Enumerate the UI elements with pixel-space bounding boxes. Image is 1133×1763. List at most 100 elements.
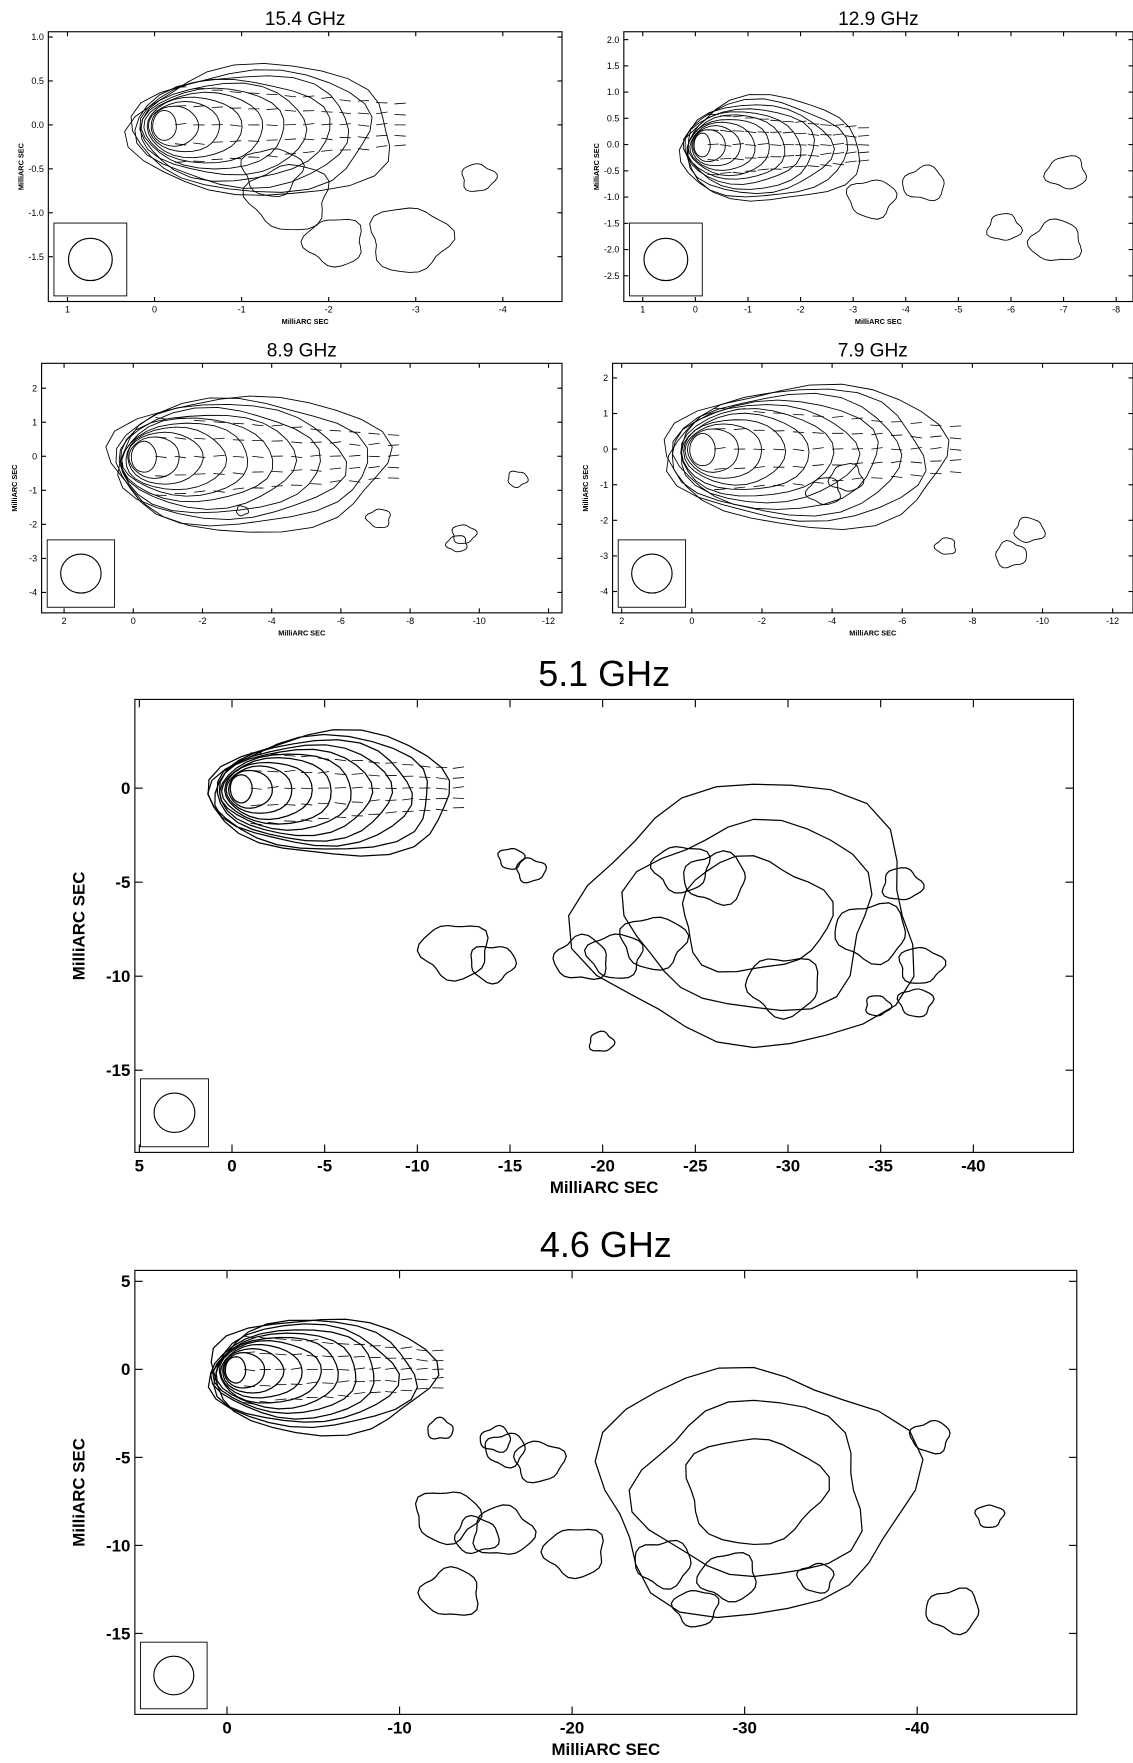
pol-tick (368, 774, 380, 777)
pol-tick (792, 466, 805, 468)
y-tick-label: -15 (106, 1061, 130, 1080)
pol-tick (232, 455, 245, 458)
pol-tick (243, 1402, 256, 1405)
x-tick-label: 2 (62, 616, 67, 626)
contours (105, 395, 529, 553)
contour (908, 1419, 951, 1455)
contour (134, 75, 350, 189)
pol-tick (290, 1339, 303, 1342)
x-tick-label: -20 (590, 1156, 614, 1175)
pol-tick (322, 1341, 334, 1345)
pol-tick (349, 480, 361, 483)
pol-tick (266, 108, 278, 110)
beam-box (140, 1641, 208, 1710)
y-tick-label: -1 (29, 485, 37, 495)
contour (207, 729, 451, 857)
contour (670, 1590, 720, 1628)
pol-tick (845, 125, 857, 128)
contour (689, 432, 716, 467)
contour (227, 769, 273, 809)
pol-tick (306, 1354, 318, 1358)
pol-tick (349, 431, 361, 433)
pol-tick (720, 129, 732, 133)
pol-tick (229, 124, 242, 127)
contour (451, 524, 478, 544)
contour (619, 916, 690, 971)
contour (902, 164, 945, 202)
pol-tick (290, 1353, 303, 1356)
pol-tick (376, 123, 388, 126)
contour (672, 399, 879, 510)
panel-title: 4.6 GHz (540, 1224, 672, 1265)
x-axis-label: MilliARC SEC (849, 628, 897, 637)
x-tick-label: -30 (776, 1156, 800, 1175)
x-tick-label: 1 (640, 305, 645, 315)
x-tick-label: -10 (405, 1156, 429, 1175)
contour (663, 383, 950, 531)
x-tick-label: -10 (1036, 616, 1049, 626)
pol-tick (302, 138, 315, 141)
pol-tick (910, 447, 922, 450)
pol-tick (194, 419, 206, 422)
pol-tick (301, 787, 313, 790)
contours (663, 383, 1046, 569)
pol-tick (832, 123, 845, 127)
contour (147, 100, 221, 153)
x-tick-label: -2 (198, 616, 206, 626)
contour (416, 924, 489, 982)
y-axis-label: MilliARC SEC (69, 1438, 88, 1547)
pol-tick (385, 1380, 397, 1382)
pol-tick (193, 142, 205, 145)
pol-tick (376, 111, 388, 115)
pol-tick (174, 123, 187, 126)
pol-tick (930, 447, 942, 450)
pol-tick (949, 437, 962, 440)
contour (682, 108, 815, 190)
contour (683, 850, 746, 906)
pol-tick (175, 86, 187, 88)
pol-tick (857, 151, 870, 154)
pol-tick (812, 464, 824, 467)
pol-tick (211, 106, 223, 108)
contour (684, 98, 849, 198)
beam (60, 553, 102, 594)
y-tick-label: -1.0 (28, 208, 43, 218)
pol-tick (773, 484, 785, 487)
pol-tick (353, 1356, 366, 1358)
pol-tick (851, 462, 864, 465)
pol-tick (782, 165, 795, 169)
contour (140, 82, 308, 176)
pol-tick (290, 455, 303, 459)
y-tick-label: -1.5 (28, 252, 43, 262)
pol-tick (339, 111, 351, 115)
pol-tick (174, 455, 187, 459)
pol-tick (243, 1368, 256, 1372)
x-tick-label: -1 (744, 305, 752, 315)
contour (925, 1587, 980, 1636)
pol-tick (416, 1359, 428, 1362)
pol-tick (357, 148, 370, 151)
beam-box (46, 539, 116, 608)
pol-tick (338, 1343, 350, 1345)
pol-tick (432, 1377, 444, 1379)
contour (453, 1514, 500, 1555)
panel-title: 5.1 GHz (538, 653, 670, 694)
pol-tick (387, 466, 400, 469)
contour (121, 417, 274, 503)
x-tick-label: -5 (954, 305, 962, 315)
pol-tick (387, 454, 400, 457)
x-tick-label: -25 (683, 1156, 707, 1175)
pol-tick (910, 435, 922, 439)
contour (117, 404, 347, 521)
pol-tick (334, 758, 347, 762)
pol-tick (770, 119, 782, 122)
pol-tick (267, 821, 279, 825)
x-tick-label: 0 (131, 616, 136, 626)
x-tick-label: -8 (406, 616, 414, 626)
pol-tick (385, 1391, 397, 1393)
contour (219, 1343, 303, 1399)
pol-tick (419, 765, 431, 768)
y-axis-label: MilliARC SEC (581, 464, 590, 512)
y-tick-label: -5 (115, 1448, 130, 1467)
contour (986, 213, 1023, 241)
